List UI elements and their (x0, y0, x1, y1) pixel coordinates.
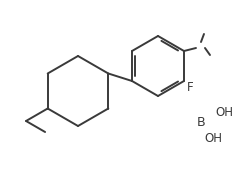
Text: B: B (197, 116, 205, 129)
Text: OH: OH (204, 132, 222, 146)
Text: F: F (187, 81, 193, 94)
Text: OH: OH (215, 105, 233, 118)
